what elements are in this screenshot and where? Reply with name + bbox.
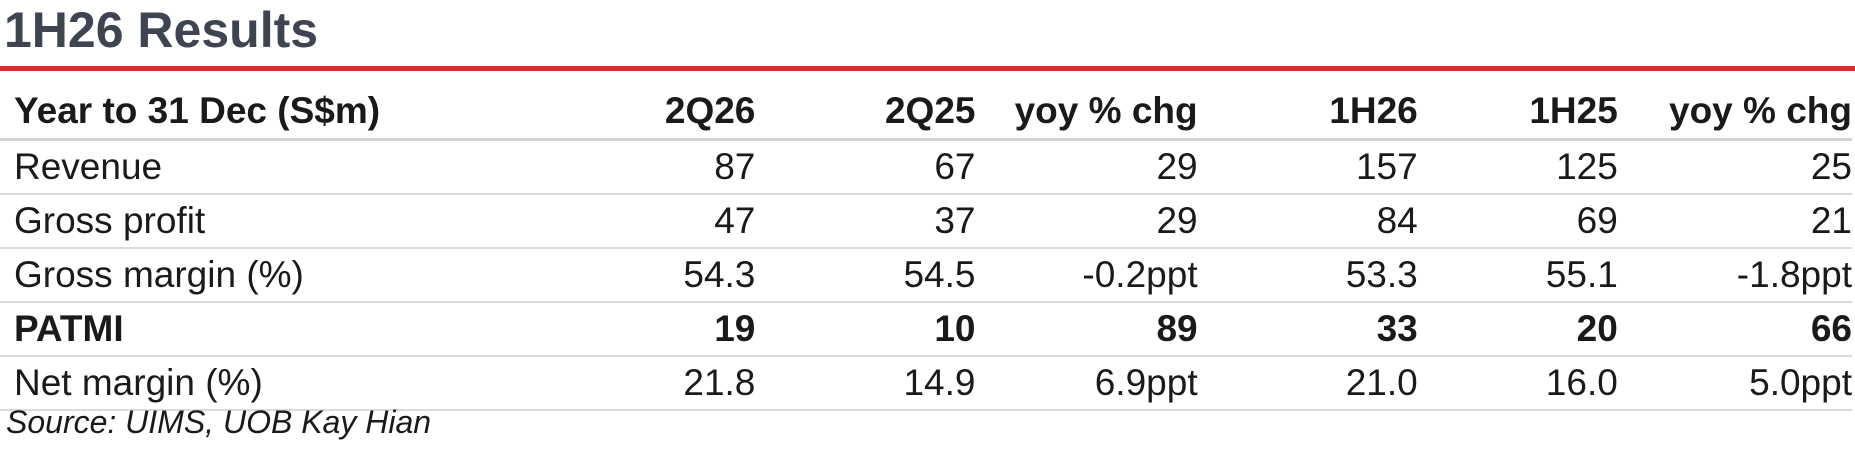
cell-value: 37 <box>755 194 976 249</box>
row-label: Gross margin (%) <box>0 248 560 303</box>
row-label: PATMI <box>0 302 560 357</box>
column-header-1h25: 1H25 <box>1417 84 1618 141</box>
cell-value: 21 <box>1617 194 1852 249</box>
results-table: Year to 31 Dec (S$m) 2Q26 2Q25 yoy % chg… <box>0 84 1852 411</box>
table-row-gross-profit: Gross profit 47 37 29 84 69 21 <box>0 194 1852 249</box>
cell-value: 20 <box>1417 302 1618 357</box>
title-divider <box>0 66 1855 71</box>
column-header-2q26: 2Q26 <box>559 84 756 141</box>
cell-value: 21.8 <box>559 356 756 411</box>
cell-value: 5.0ppt <box>1617 356 1852 411</box>
cell-value: 67 <box>755 139 976 195</box>
column-header-yoy-half: yoy % chg <box>1617 84 1852 141</box>
cell-value: 69 <box>1417 194 1618 249</box>
cell-value: 54.3 <box>559 248 756 303</box>
cell-value: 125 <box>1417 139 1618 195</box>
cell-value: 29 <box>975 139 1198 195</box>
source-note: Source: UIMS, UOB Kay Hian <box>6 404 432 440</box>
cell-value: 29 <box>975 194 1198 249</box>
cell-value: 54.5 <box>755 248 976 303</box>
column-header-2q25: 2Q25 <box>755 84 976 141</box>
cell-value: 66 <box>1617 302 1852 357</box>
cell-value: 21.0 <box>1197 356 1418 411</box>
column-header-yoy-quarter: yoy % chg <box>975 84 1198 141</box>
cell-value: 16.0 <box>1417 356 1618 411</box>
cell-value: 157 <box>1197 139 1418 195</box>
row-label: Revenue <box>0 139 560 195</box>
table-header-row: Year to 31 Dec (S$m) 2Q26 2Q25 yoy % chg… <box>0 84 1852 141</box>
column-header-label: Year to 31 Dec (S$m) <box>0 84 560 141</box>
cell-value: 25 <box>1617 139 1852 195</box>
table-row-patmi: PATMI 19 10 89 33 20 66 <box>0 302 1852 357</box>
row-label: Net margin (%) <box>0 356 560 411</box>
cell-value: 55.1 <box>1417 248 1618 303</box>
cell-value: 10 <box>755 302 976 357</box>
table-row-revenue: Revenue 87 67 29 157 125 25 <box>0 139 1852 195</box>
cell-value: 87 <box>559 139 756 195</box>
row-label: Gross profit <box>0 194 560 249</box>
cell-value: -0.2ppt <box>975 248 1198 303</box>
column-header-1h26: 1H26 <box>1197 84 1418 141</box>
cell-value: -1.8ppt <box>1617 248 1852 303</box>
cell-value: 53.3 <box>1197 248 1418 303</box>
page-title: 1H26 Results <box>4 2 319 58</box>
table-row-net-margin: Net margin (%) 21.8 14.9 6.9ppt 21.0 16.… <box>0 356 1852 411</box>
cell-value: 14.9 <box>755 356 976 411</box>
cell-value: 47 <box>559 194 756 249</box>
cell-value: 6.9ppt <box>975 356 1198 411</box>
cell-value: 84 <box>1197 194 1418 249</box>
table-row-gross-margin: Gross margin (%) 54.3 54.5 -0.2ppt 53.3 … <box>0 248 1852 303</box>
cell-value: 33 <box>1197 302 1418 357</box>
cell-value: 19 <box>559 302 756 357</box>
cell-value: 89 <box>975 302 1198 357</box>
